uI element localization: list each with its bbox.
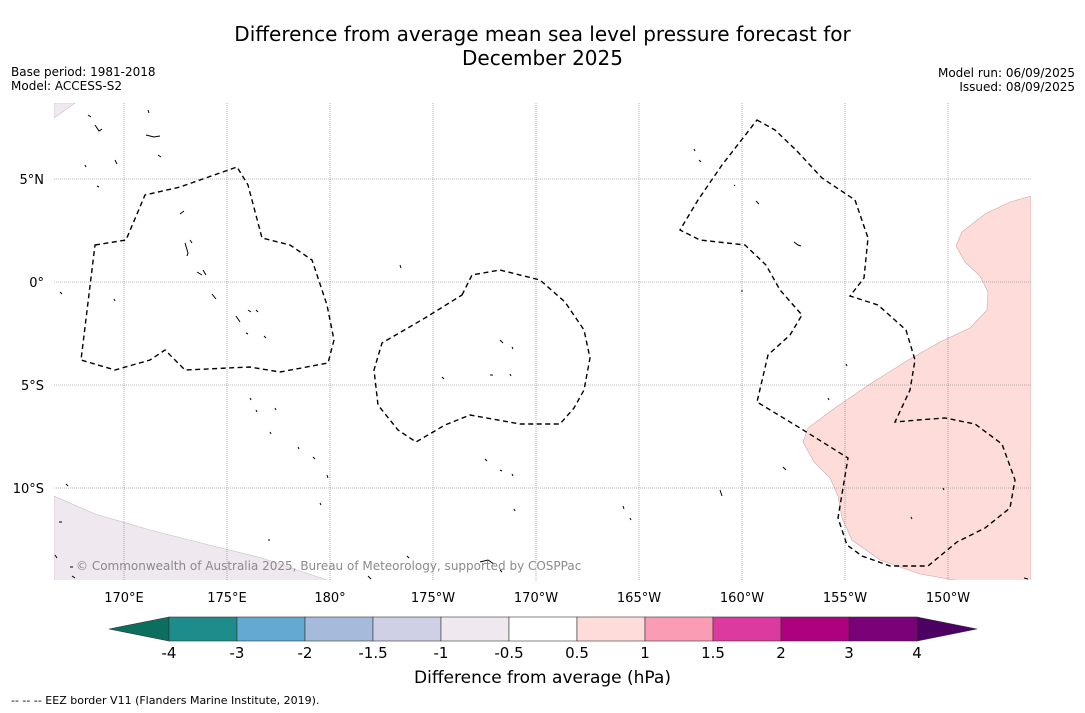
title-line-2: December 2025 — [462, 46, 623, 70]
colorbar-tick-label: 0.5 — [565, 644, 589, 662]
colorbar-tick-label: 1 — [640, 644, 650, 662]
colorbar-swatches — [168, 616, 918, 642]
colorbar-under-arrow — [108, 616, 170, 642]
negative-anomaly-region — [54, 495, 328, 580]
island-outlines — [54, 109, 1029, 580]
lon-label-170w: 170°W — [514, 591, 558, 606]
lon-label-175w: 175°W — [411, 591, 455, 606]
eez-footnote: -- -- -- EEZ border V11 (Flanders Marine… — [11, 694, 320, 707]
issued-date: Issued: 08/09/2025 — [959, 80, 1075, 94]
model-name: Model: ACCESS-S2 — [11, 79, 123, 93]
colorbar-tick-label: -4 — [162, 644, 177, 662]
lon-label-165w: 165°W — [617, 591, 661, 606]
copyright-text: © Commonwealth of Australia 2025, Bureau… — [76, 559, 581, 573]
colorbar-tick-label: 3 — [844, 644, 854, 662]
lon-label-160w: 160°W — [720, 591, 764, 606]
lat-label-0: 0° — [29, 276, 44, 291]
colorbar-swatch — [440, 616, 510, 642]
lon-label-170e: 170°E — [104, 591, 144, 606]
colorbar-ticks: -4 -3 -2 -1.5 -1 -0.5 0.5 1 1.5 2 3 4 — [162, 644, 922, 662]
colorbar-swatch — [508, 616, 578, 642]
chart-title: Difference from average mean sea level p… — [0, 22, 1085, 70]
colorbar-tick-label: 1.5 — [701, 644, 725, 662]
lon-label-155w: 155°W — [823, 591, 867, 606]
lat-labels: 5°N 0° 5°S 10°S — [13, 173, 44, 497]
lat-label-10s: 10°S — [13, 482, 44, 497]
eez-line-islands-north — [679, 119, 1016, 567]
meta-right: Model run: 06/09/2025 Issued: 08/09/2025 — [938, 66, 1075, 94]
positive-anomaly-region — [802, 195, 1031, 580]
colorbar-swatch — [644, 616, 714, 642]
colorbar-tick-label: -1.5 — [358, 644, 387, 662]
lat-label-5n: 5°N — [20, 173, 45, 188]
colorbar-tick-label: -3 — [230, 644, 245, 662]
base-period: Base period: 1981-2018 — [11, 65, 156, 79]
colorbar-swatch — [236, 616, 306, 642]
eez-borders — [80, 119, 1016, 567]
lat-label-5s: 5°S — [21, 379, 44, 394]
lon-labels: 170°E 175°E 180° 175°W 170°W 165°W 160°W… — [104, 591, 970, 606]
gridlines — [54, 103, 1031, 580]
colorbar-tick-label: 2 — [776, 644, 786, 662]
eez-phoenix-islands — [373, 269, 591, 443]
map-area: © Commonwealth of Australia 2025, Bureau… — [54, 103, 1031, 580]
colorbar-swatch — [304, 616, 374, 642]
colorbar-swatch — [712, 616, 782, 642]
meta-left: Base period: 1981-2018 Model: ACCESS-S2 — [11, 65, 156, 93]
title-line-1: Difference from average mean sea level p… — [234, 22, 851, 46]
colorbar-tick-label: -2 — [298, 644, 313, 662]
colorbar-tick-label: -1 — [434, 644, 449, 662]
colorbar-tick-label: 4 — [912, 644, 922, 662]
colorbar-swatch — [780, 616, 850, 642]
lon-label-175e: 175°E — [207, 591, 247, 606]
lon-label-180: 180° — [314, 591, 345, 606]
model-run: Model run: 06/09/2025 — [937, 66, 1075, 80]
colorbar: -4 -3 -2 -1.5 -1 -0.5 0.5 1 1.5 2 3 4 — [108, 616, 978, 662]
colorbar-tick-label: -0.5 — [494, 644, 523, 662]
negative-anomaly-region-corner — [54, 103, 76, 119]
colorbar-label: Difference from average (hPa) — [414, 668, 671, 688]
colorbar-swatch — [372, 616, 442, 642]
colorbar-swatch — [576, 616, 646, 642]
lon-label-150w: 150°W — [926, 591, 970, 606]
colorbar-swatch — [848, 616, 918, 642]
colorbar-swatch — [168, 616, 238, 642]
colorbar-over-arrow — [916, 616, 978, 642]
